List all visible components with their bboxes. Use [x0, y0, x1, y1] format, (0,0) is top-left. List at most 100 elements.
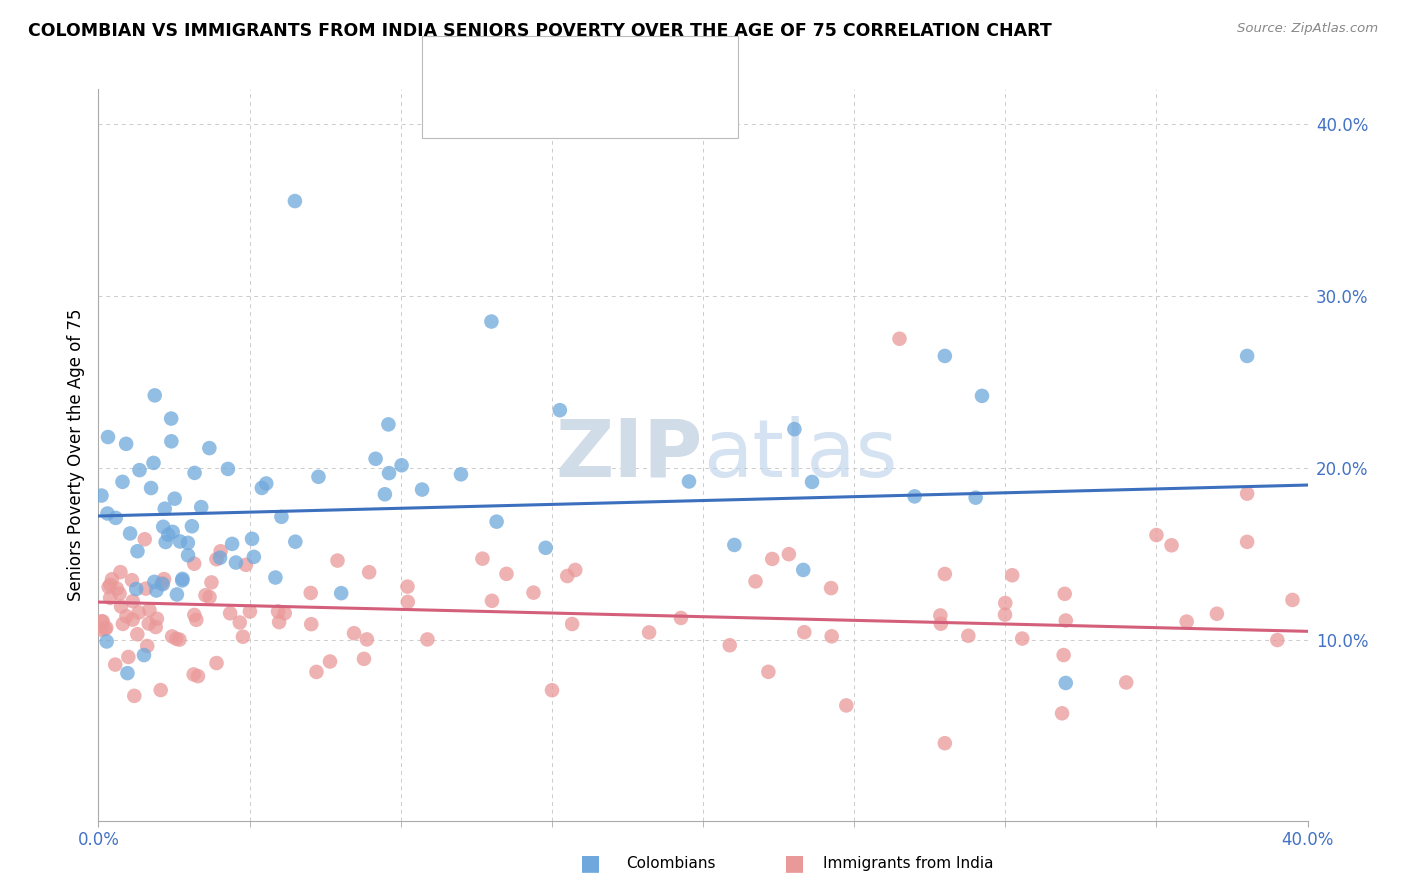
Point	[200, 575, 222, 590]
Point	[1206, 607, 1229, 621]
Point	[783, 422, 806, 436]
Point	[187, 669, 209, 683]
Point	[90, 623, 112, 637]
Bar	[429, 99, 456, 128]
Point	[561, 617, 583, 632]
Point	[120, 526, 142, 541]
Point	[267, 604, 290, 618]
Text: atlas: atlas	[703, 416, 897, 494]
Point	[177, 536, 200, 550]
Point	[221, 537, 243, 551]
Point	[391, 458, 413, 473]
Point	[194, 588, 217, 602]
Point	[205, 656, 228, 670]
Point	[160, 630, 183, 644]
Point	[1236, 349, 1258, 363]
Point	[160, 411, 183, 425]
Point	[160, 434, 183, 449]
Text: 109: 109	[623, 104, 659, 122]
Point	[153, 572, 176, 586]
Point	[343, 626, 366, 640]
Point	[177, 549, 200, 563]
Point	[138, 616, 160, 631]
Point	[110, 599, 132, 614]
Point	[115, 609, 138, 624]
Point	[638, 625, 661, 640]
Point	[929, 616, 952, 631]
Point	[495, 566, 517, 581]
Point	[115, 437, 138, 451]
Point	[132, 648, 155, 662]
Point	[481, 594, 503, 608]
Point	[299, 586, 322, 600]
Point	[153, 501, 176, 516]
Point	[136, 639, 159, 653]
Point	[756, 665, 779, 679]
Point	[970, 389, 993, 403]
Point	[138, 603, 160, 617]
Point	[128, 463, 150, 477]
Point	[134, 533, 156, 547]
Bar	[429, 48, 456, 77]
Point	[356, 632, 378, 647]
Point	[364, 451, 387, 466]
Point	[96, 621, 118, 635]
Point	[284, 534, 307, 549]
Point	[90, 615, 112, 629]
Point	[965, 491, 987, 505]
Point	[1054, 676, 1077, 690]
Point	[326, 553, 349, 567]
Point	[793, 625, 815, 640]
Point	[105, 582, 128, 596]
Point	[190, 500, 212, 514]
Point	[374, 487, 396, 501]
Point	[186, 613, 208, 627]
Point	[166, 587, 188, 601]
Point	[522, 585, 544, 599]
Point	[149, 683, 172, 698]
Point	[90, 489, 112, 503]
Point	[305, 665, 328, 679]
Point	[183, 466, 205, 480]
Point	[100, 578, 122, 592]
Point	[121, 594, 143, 608]
Text: N=: N=	[581, 104, 613, 122]
Point	[1267, 633, 1289, 648]
Point	[889, 332, 911, 346]
Point	[330, 586, 353, 600]
Text: -0.051: -0.051	[503, 104, 567, 122]
Text: Immigrants from India: Immigrants from India	[823, 856, 993, 871]
Text: COLOMBIAN VS IMMIGRANTS FROM INDIA SENIORS POVERTY OVER THE AGE OF 75 CORRELATIO: COLOMBIAN VS IMMIGRANTS FROM INDIA SENIO…	[28, 22, 1052, 40]
Point	[359, 566, 381, 580]
Point	[761, 552, 783, 566]
Point	[157, 527, 180, 541]
Point	[169, 534, 191, 549]
Point	[250, 481, 273, 495]
Point	[124, 689, 146, 703]
Point	[229, 615, 252, 630]
Point	[121, 613, 143, 627]
Point	[723, 538, 745, 552]
Point	[108, 587, 131, 601]
Point	[1236, 534, 1258, 549]
Point	[1054, 614, 1077, 628]
Text: R =: R =	[463, 104, 501, 122]
Point	[209, 550, 232, 565]
Text: ■: ■	[785, 854, 804, 873]
FancyBboxPatch shape	[422, 36, 738, 138]
Point	[96, 634, 118, 648]
Point	[101, 572, 124, 586]
Point	[269, 615, 291, 629]
Point	[904, 490, 927, 504]
Point	[820, 581, 842, 595]
Point	[821, 629, 844, 643]
Point	[994, 607, 1017, 622]
Point	[1144, 528, 1167, 542]
Point	[217, 462, 239, 476]
Point	[1050, 706, 1073, 721]
Point	[744, 574, 766, 589]
Point	[97, 580, 120, 594]
Point	[792, 563, 814, 577]
Point	[96, 507, 118, 521]
Text: Colombians: Colombians	[626, 856, 716, 871]
